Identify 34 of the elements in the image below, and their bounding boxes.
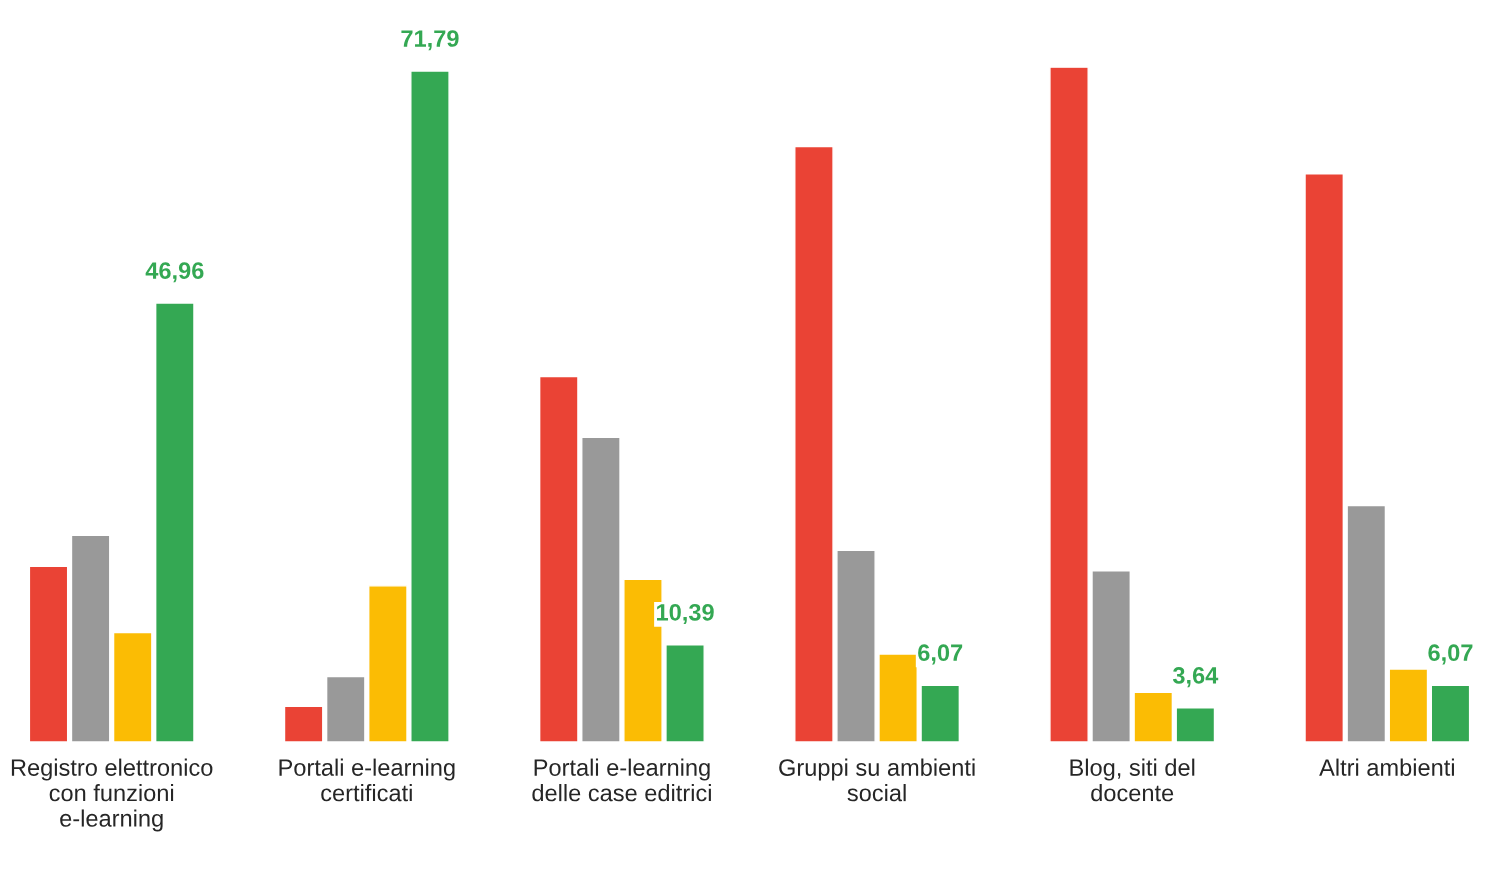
bar xyxy=(665,644,705,742)
bar xyxy=(70,534,111,742)
bar xyxy=(1388,668,1429,742)
x-tick-label: Blog, siti del docente xyxy=(1070,758,1195,802)
bar xyxy=(154,302,195,742)
x-tick-label: Altri ambienti xyxy=(1319,758,1454,776)
bar xyxy=(112,631,153,742)
data-label: 6,07 xyxy=(918,644,963,665)
x-tick-label: Gruppi su ambienti social xyxy=(779,758,975,802)
bar xyxy=(1175,707,1216,742)
x-tick-label: Registro elettronico con funzioni e-learning xyxy=(11,758,213,832)
bar xyxy=(28,565,69,742)
bar xyxy=(581,436,621,742)
bar xyxy=(836,549,876,742)
data-label: 10,39 xyxy=(657,603,714,625)
bar xyxy=(1430,684,1471,742)
bar xyxy=(794,145,834,742)
bar xyxy=(410,70,450,742)
bar xyxy=(1091,570,1131,742)
bar xyxy=(538,375,579,742)
x-tick-label: Portali e-learning certificati xyxy=(279,758,455,802)
data-label: 71,79 xyxy=(401,30,459,51)
bar xyxy=(1049,66,1089,742)
data-label: 46,96 xyxy=(145,262,204,283)
bar xyxy=(283,705,324,742)
bar xyxy=(368,585,408,742)
data-label: 3,64 xyxy=(1172,667,1219,688)
bar xyxy=(1304,172,1345,742)
bar xyxy=(1346,504,1387,742)
bar xyxy=(920,684,961,742)
x-tick-label: Portali e-learning delle case editrici xyxy=(532,758,711,802)
bar xyxy=(1133,691,1174,742)
bar xyxy=(325,675,366,742)
data-label: 6,07 xyxy=(1428,644,1473,665)
